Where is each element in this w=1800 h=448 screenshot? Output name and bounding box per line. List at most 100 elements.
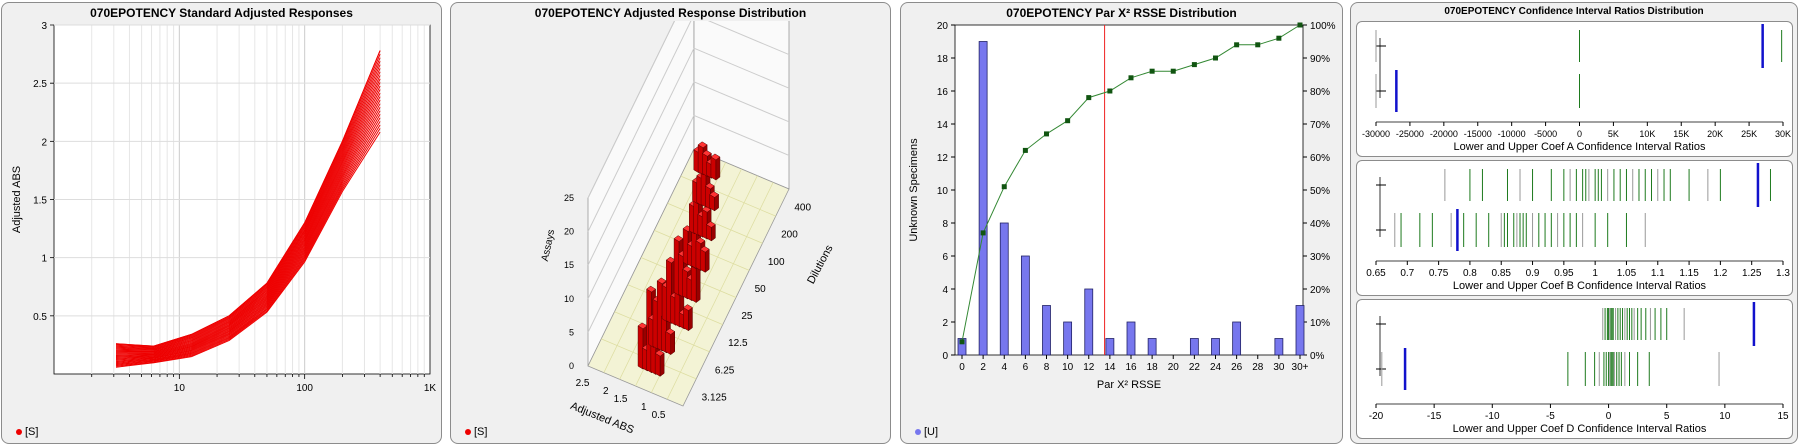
response-curve: [115, 92, 381, 357]
cumulative-point: [1213, 55, 1218, 61]
y-tick-label: 10: [937, 186, 949, 197]
x-tick-label: 15: [1777, 411, 1789, 422]
bar-face: [715, 156, 721, 181]
x-tick-label: 0.65: [1366, 268, 1386, 279]
y2-tick-label: 10%: [1310, 318, 1330, 329]
bar-top: [710, 153, 721, 161]
bar-top: [654, 349, 665, 357]
y-tick-label: 16: [937, 87, 949, 98]
y2-tick-label: 0%: [1310, 351, 1325, 362]
response-curve: [115, 61, 381, 349]
x-tick-label: 1.3: [1776, 268, 1790, 279]
x-tick-label: 5: [1664, 411, 1670, 422]
rsse-distribution-legend: [U]: [915, 426, 938, 438]
adjusted-responses-legend: [S]: [16, 426, 38, 438]
y-tick-label: 14: [937, 120, 949, 131]
ci-ratios-panel: 070EPOTENCY Confidence Interval Ratios D…: [1350, 2, 1798, 444]
x-tick-label: 28: [1252, 362, 1264, 373]
cumulative-point: [1170, 68, 1176, 74]
response-curve: [115, 106, 381, 361]
y2-tick-label: 100%: [1310, 21, 1336, 32]
response-distribution-legend-label: [S]: [474, 426, 488, 438]
y-tick-label: 20: [937, 21, 949, 32]
x-tick-label: 0: [959, 362, 965, 373]
y-tick-label: 200: [781, 230, 798, 241]
bar-side: [665, 331, 671, 356]
z-gridline: [587, 81, 695, 300]
y-tick-label: 50: [755, 284, 767, 295]
y-tick-label: 3: [41, 21, 47, 32]
floor-gridline: [651, 175, 758, 393]
x-tick-label: 1.2: [1713, 268, 1727, 279]
y-tick-label: 6.25: [715, 365, 735, 376]
response-curve: [115, 121, 381, 365]
histogram-bar: [1189, 338, 1199, 356]
z-gridline: [693, 81, 790, 123]
response-curve: [115, 114, 381, 363]
bar-top: [709, 191, 720, 198]
x-tick-label: 0.7: [1400, 268, 1414, 279]
response-curve: [115, 68, 381, 351]
histogram-bar: [978, 41, 988, 356]
x-tick-label: 0.85: [1491, 268, 1511, 279]
response-distribution-chart: 0 5 10 15 20 25 Assays 2.5 2 1.5 1 0.5 Adjusted ABS 3…: [540, 21, 836, 436]
z-gridline: [693, 114, 790, 156]
ci-coef-b-subplot: 0.65 0.7 0.75 0.8 0.85 0.9 0.95 1 1.05 1.1 1.15 1.2…: [1356, 160, 1793, 296]
x-tick-label: -20000: [1430, 129, 1458, 139]
y-tick-label: 400: [794, 203, 811, 214]
z-tick-label: 0: [569, 361, 574, 371]
floor-gridline: [666, 182, 774, 400]
response-curve: [115, 50, 381, 347]
adjusted-responses-chart: 0.5 1 1.5 2 2.5 3 10 100 1K Adjusted ABS: [11, 21, 437, 394]
ci-coef-a-subplot: -30000 -25000 -20000 -15000 -10000 -5000 0 5K 10…: [1356, 21, 1793, 157]
y-axis-label: Dilutions: [805, 243, 836, 286]
y2-tick-label: 60%: [1310, 153, 1330, 164]
response-curve: [115, 99, 381, 359]
bar-top: [701, 149, 712, 157]
y-tick-label: 12: [937, 153, 949, 164]
x-tick-label: 1: [1592, 268, 1598, 279]
floor-gridline: [603, 155, 711, 373]
y-tick-label: 4: [942, 285, 948, 296]
x-tick-label: 5K: [1608, 129, 1619, 139]
x-tick-label: 30K: [1775, 129, 1791, 139]
y2-tick-label: 70%: [1310, 120, 1330, 131]
cumulative-point: [1065, 118, 1071, 124]
y-tick-label: 6: [942, 252, 948, 263]
bar-top: [705, 221, 716, 228]
y2-tick-label: 80%: [1310, 87, 1330, 98]
x-tick-label: 0.8: [1463, 268, 1477, 279]
cumulative-point: [1128, 75, 1134, 81]
cumulative-point: [1191, 62, 1197, 68]
bar-top: [697, 141, 708, 149]
x-tick-label: -25000: [1396, 129, 1424, 139]
response-curve: [115, 53, 381, 348]
y2-tick-label: 50%: [1310, 186, 1330, 197]
x-axis-label: Lower and Upper Coef B Confidence Interv…: [1453, 280, 1707, 292]
x-tick-label: -10000: [1498, 129, 1526, 139]
bar-top: [695, 237, 706, 244]
y-tick-label: 2.5: [33, 79, 47, 90]
x-tick-label: 10: [174, 383, 186, 394]
legend-dot-icon: [16, 429, 22, 435]
x-tick-label: 6: [1023, 362, 1029, 373]
cumulative-point: [980, 230, 986, 236]
x-tick-label: 14: [1104, 362, 1116, 373]
bar-face: [688, 307, 693, 332]
bar-top: [699, 245, 710, 253]
y2-tick-label: 20%: [1310, 285, 1330, 296]
histogram-bar: [1126, 321, 1136, 356]
x-axis-label: Lower and Upper Coef D Confidence Interv…: [1453, 423, 1707, 435]
x-tick-label: 1.05: [1617, 268, 1637, 279]
x-tick-label: 8: [1044, 362, 1050, 373]
ci-coef-b-chart: 0.65 0.7 0.75 0.8 0.85 0.9 0.95 1 1.05 1.1 1.15 1.2…: [1366, 163, 1790, 292]
cumulative-point: [1276, 35, 1282, 41]
x-tick-label: 16: [1125, 362, 1137, 373]
ci-ratios-title: 070EPOTENCY Confidence Interval Ratios D…: [1444, 6, 1704, 17]
x-tick-label: 1K: [424, 383, 437, 394]
x-tick-label: 0.75: [1429, 268, 1449, 279]
rsse-distribution-chart: 024681012141618200%10%20%30%40%50%60%70%…: [908, 21, 1336, 391]
histogram-bar: [999, 222, 1009, 356]
x-tick-label: -15000: [1464, 129, 1492, 139]
